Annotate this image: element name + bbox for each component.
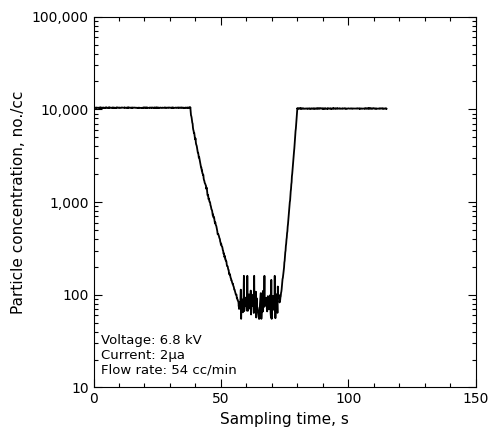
X-axis label: Sampling time, s: Sampling time, s (220, 412, 349, 427)
Text: Voltage: 6.8 kV
Current: 2μa
Flow rate: 54 cc/min: Voltage: 6.8 kV Current: 2μa Flow rate: … (101, 334, 237, 377)
Y-axis label: Particle concentration, no./cc: Particle concentration, no./cc (11, 90, 26, 314)
